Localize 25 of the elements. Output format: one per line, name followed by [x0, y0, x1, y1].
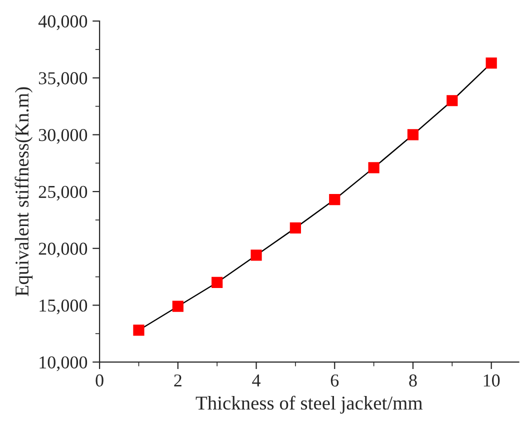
x-tick-label: 4 — [252, 374, 260, 386]
point — [172, 300, 184, 312]
y-axis-title: Equivalent stiffness(Kn.m) — [14, 87, 33, 296]
point — [250, 250, 262, 261]
point — [212, 276, 223, 288]
y-tick-label: 25,000 — [38, 186, 88, 201]
point — [486, 58, 497, 69]
y-tick-label: 10,000 — [40, 356, 88, 372]
point — [368, 162, 380, 174]
y-tick-label: 20,000 — [38, 242, 88, 258]
y-tick-label: 30,000 — [38, 128, 88, 144]
x-axis-title: Thickness of steel jacket/mm — [196, 396, 423, 414]
y-tick-label: 35,000 — [38, 72, 88, 87]
point — [407, 129, 419, 140]
x-tick-label: 10 — [484, 374, 500, 387]
point — [290, 222, 302, 234]
point — [329, 194, 340, 206]
y-tick-label: 40,000 — [38, 15, 88, 30]
x-tick-label: 8 — [409, 374, 417, 387]
point — [446, 95, 458, 106]
x-tick-label: 0 — [96, 374, 104, 387]
point — [133, 324, 144, 336]
x-tick-label: 6 — [330, 374, 339, 387]
y-tick-label: 15,000 — [40, 299, 88, 314]
x-tick-label: 2 — [174, 374, 182, 386]
